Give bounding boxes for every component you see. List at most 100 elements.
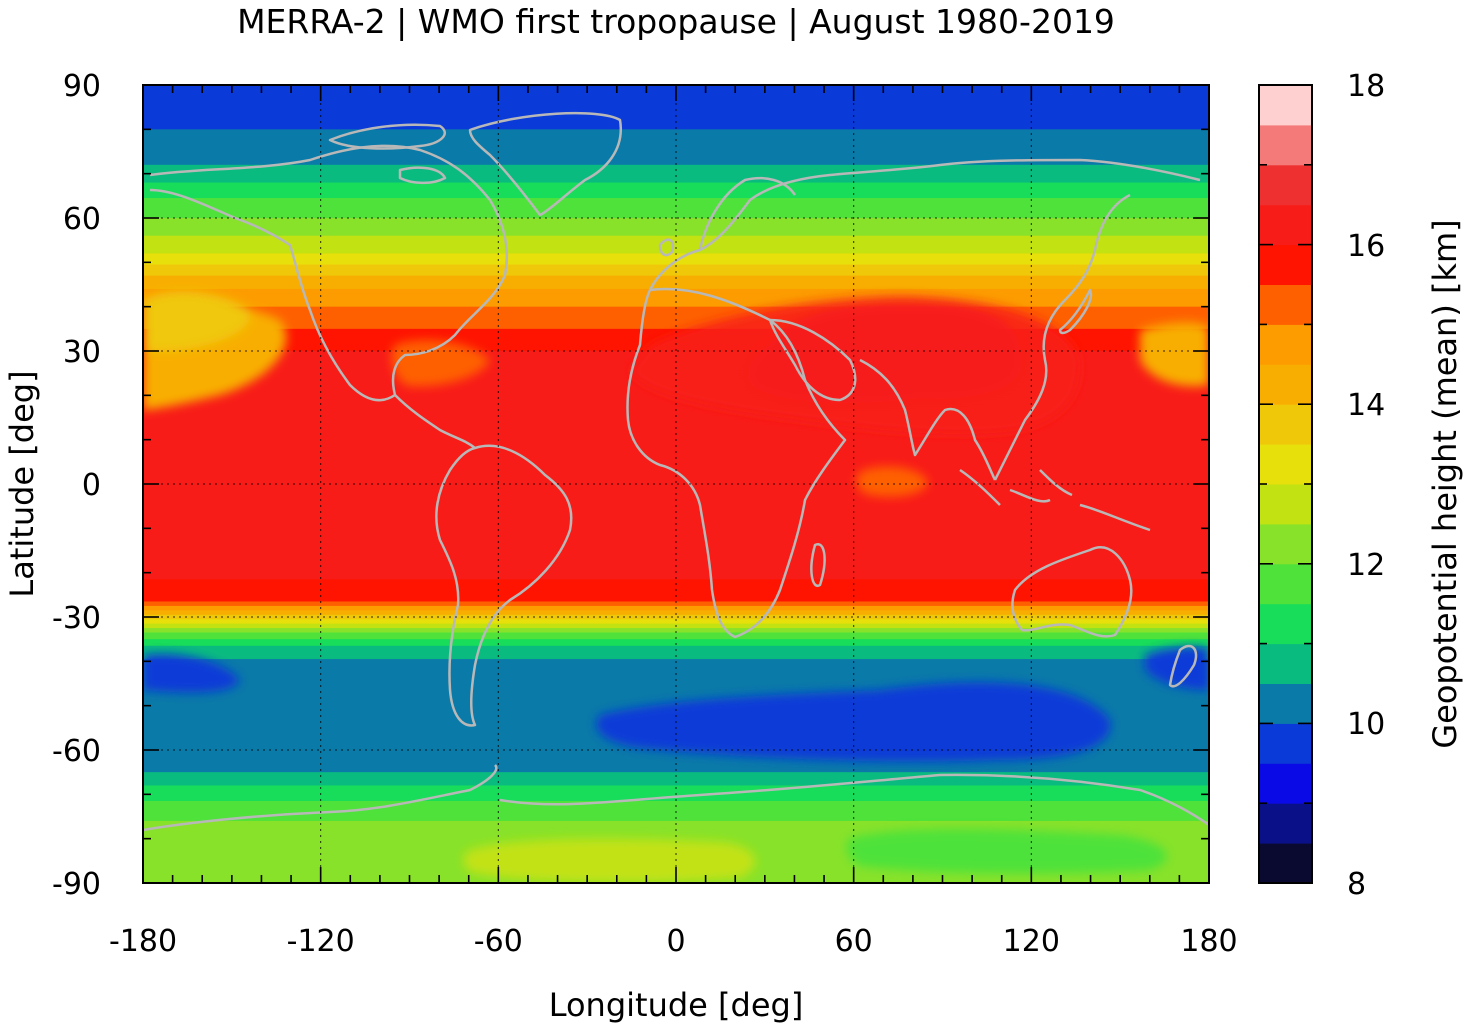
zonal-band: [143, 455, 1209, 458]
zonal-band: [143, 829, 1209, 833]
coastline-uk: [658, 238, 675, 257]
coastline-maritime-continent: [959, 468, 1151, 532]
colorbar-swatch: [1259, 643, 1312, 684]
coastline-madagascar: [810, 543, 826, 587]
coastline-central-america: [394, 394, 476, 449]
zonal-band: [143, 140, 1209, 144]
zonal-band: [143, 319, 1209, 323]
zonal-band: [143, 574, 1209, 578]
zonal-band: [143, 209, 1209, 212]
zonal-band: [143, 195, 1209, 199]
zonal-band: [143, 537, 1209, 541]
zonal-band: [143, 625, 1209, 629]
zonal-band: [143, 603, 1209, 607]
zonal-band: [143, 302, 1209, 306]
zonal-band: [143, 621, 1209, 625]
zonal-band: [143, 100, 1209, 104]
zonal-band: [143, 754, 1209, 758]
zonal-band: [143, 583, 1209, 587]
zonal-band: [143, 506, 1209, 509]
zonal-band: [143, 153, 1209, 157]
zonal-band: [143, 699, 1209, 702]
zonal-band: [143, 761, 1209, 764]
colorbar-tick-label: 10: [1347, 707, 1385, 742]
zonal-band: [143, 765, 1209, 769]
zonal-band: [143, 557, 1209, 560]
zonal-band: [143, 124, 1209, 128]
colorbar-swatch: [1259, 404, 1312, 445]
zonal-band: [143, 787, 1209, 791]
zonal-band: [143, 608, 1209, 611]
colorbar-tick-label: 16: [1347, 229, 1385, 264]
zonal-band: [143, 692, 1209, 696]
coastline-north-america: [149, 144, 509, 402]
zonal-band: [143, 452, 1209, 456]
zonal-band: [143, 446, 1209, 450]
colorbar-tick-label: 18: [1347, 69, 1385, 104]
zonal-band: [143, 218, 1209, 221]
zonal-band: [143, 131, 1209, 135]
zonal-band: [143, 639, 1209, 642]
anomaly-red-north-africa-asia: [630, 296, 1081, 435]
zonal-band: [143, 424, 1209, 427]
zonal-band: [143, 251, 1209, 255]
zonal-band: [143, 656, 1209, 660]
zonal-band: [143, 242, 1209, 246]
colorbar-swatch: [1259, 484, 1312, 525]
colorbar-tick-label: 12: [1347, 548, 1385, 583]
colorbar-swatch: [1259, 244, 1312, 285]
colorbar-swatch: [1259, 164, 1312, 206]
colorbar-tick-labels: 18 16 14 12 10 8: [1347, 69, 1385, 902]
zonal-band: [143, 184, 1209, 188]
zonal-band: [143, 543, 1209, 547]
zonal-band: [143, 561, 1209, 565]
zonal-band: [143, 244, 1209, 248]
zonal-band: [143, 568, 1209, 572]
zonal-band: [143, 178, 1209, 181]
anomaly-antarctic-yellow: [463, 838, 756, 883]
colorbar-swatch: [1259, 85, 1312, 126]
zonal-band: [143, 832, 1209, 835]
grid-lines: [143, 85, 1209, 883]
zonal-band: [143, 237, 1209, 241]
zonal-band: [143, 590, 1209, 594]
y-tick-label: -90: [52, 867, 101, 902]
zonal-band: [143, 175, 1209, 179]
zonal-band: [143, 490, 1209, 494]
colorbar-swatch: [1259, 603, 1312, 645]
zonal-band: [143, 683, 1209, 687]
zonal-band: [143, 322, 1209, 325]
zonal-band: [143, 838, 1209, 842]
zonal-band: [143, 687, 1209, 691]
zonal-band: [143, 488, 1209, 492]
zonal-band: [143, 501, 1209, 505]
coastline-greenland: [468, 111, 623, 217]
zonal-band: [143, 249, 1209, 252]
zonal-band: [143, 107, 1209, 110]
zonal-band: [143, 685, 1209, 689]
x-tick-labels: -180 -120 -60 0 60 120 180: [109, 924, 1238, 959]
zonal-band: [143, 610, 1209, 614]
zonal-band: [143, 304, 1209, 308]
zonal-band: [143, 663, 1209, 667]
zonal-band: [143, 213, 1209, 217]
zonal-band: [143, 548, 1209, 552]
zonal-band: [143, 652, 1209, 656]
zonal-band: [143, 614, 1209, 618]
zonal-band: [143, 441, 1209, 445]
zonal-band: [143, 694, 1209, 698]
zonal-band: [143, 448, 1209, 452]
zonal-band: [143, 617, 1209, 620]
x-tick-label: 120: [1003, 924, 1060, 959]
zonal-band: [143, 497, 1209, 501]
colorbar-swatch: [1259, 563, 1312, 605]
coastline-east-asia: [993, 193, 1131, 481]
zonal-band: [143, 116, 1209, 119]
zonal-band: [143, 413, 1209, 416]
x-tick-label: -60: [474, 924, 523, 959]
zonal-band: [143, 836, 1209, 840]
zonal-band: [143, 133, 1209, 137]
coastline-europe: [648, 158, 1201, 291]
zonal-band: [143, 328, 1209, 332]
